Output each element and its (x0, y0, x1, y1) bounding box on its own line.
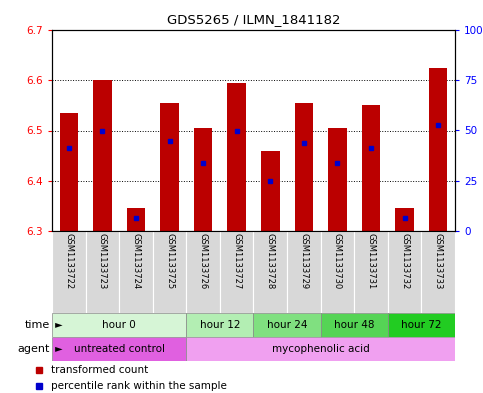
Text: GSM1133730: GSM1133730 (333, 233, 342, 290)
Bar (321, 313, 388, 337)
Text: GSM1133723: GSM1133723 (98, 233, 107, 290)
Text: GSM1133725: GSM1133725 (165, 233, 174, 290)
Text: ►: ► (53, 344, 63, 354)
Text: percentile rank within the sample: percentile rank within the sample (51, 381, 227, 391)
Bar (59, 113, 78, 231)
Bar (220, 231, 254, 313)
Bar (295, 103, 313, 231)
Bar (52, 337, 186, 361)
Text: GSM1133724: GSM1133724 (131, 233, 141, 290)
Bar (119, 231, 153, 313)
Bar (153, 231, 186, 313)
Text: GSM1133727: GSM1133727 (232, 233, 241, 290)
Bar (227, 83, 246, 231)
Bar (287, 231, 321, 313)
Bar (421, 231, 455, 313)
Bar (186, 231, 220, 313)
Bar (261, 151, 280, 231)
Bar (93, 80, 112, 231)
Text: time: time (25, 320, 50, 330)
Text: GSM1133732: GSM1133732 (400, 233, 409, 290)
Bar (396, 208, 414, 231)
Text: GSM1133722: GSM1133722 (64, 233, 73, 290)
Bar (254, 231, 287, 313)
Bar (254, 313, 321, 337)
Text: GDS5265 / ILMN_1841182: GDS5265 / ILMN_1841182 (167, 13, 340, 26)
Bar (85, 231, 119, 313)
Text: hour 24: hour 24 (267, 320, 307, 330)
Bar (52, 231, 85, 313)
Bar (388, 231, 421, 313)
Text: GSM1133726: GSM1133726 (199, 233, 208, 290)
Bar (328, 128, 347, 231)
Bar (186, 337, 455, 361)
Bar (52, 313, 186, 337)
Bar (362, 105, 380, 231)
Text: hour 12: hour 12 (199, 320, 240, 330)
Bar (321, 231, 354, 313)
Bar (127, 208, 145, 231)
Text: mycophenolic acid: mycophenolic acid (272, 344, 369, 354)
Bar (194, 128, 213, 231)
Text: transformed count: transformed count (51, 365, 148, 375)
Text: GSM1133729: GSM1133729 (299, 233, 308, 290)
Text: GSM1133733: GSM1133733 (434, 233, 443, 290)
Bar (388, 313, 455, 337)
Text: agent: agent (17, 344, 50, 354)
Bar (429, 68, 447, 231)
Bar (186, 313, 254, 337)
Bar (354, 231, 388, 313)
Text: hour 48: hour 48 (334, 320, 374, 330)
Text: ►: ► (53, 320, 63, 330)
Text: untreated control: untreated control (74, 344, 165, 354)
Bar (160, 103, 179, 231)
Text: GSM1133731: GSM1133731 (367, 233, 376, 290)
Text: hour 0: hour 0 (102, 320, 136, 330)
Text: GSM1133728: GSM1133728 (266, 233, 275, 290)
Text: hour 72: hour 72 (401, 320, 441, 330)
